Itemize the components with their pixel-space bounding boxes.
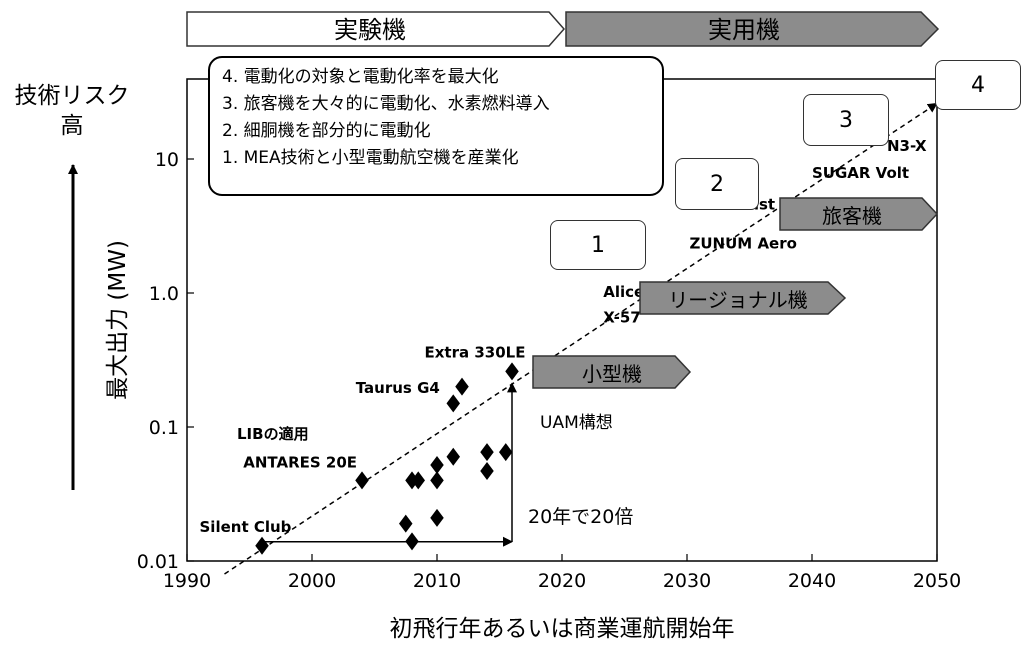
- data-point: [446, 394, 460, 413]
- x-tick-label: 2020: [538, 570, 586, 592]
- category-regional-label: リージョナル機: [668, 288, 808, 312]
- point-label: Alice: [603, 283, 644, 301]
- point-label: X-57: [603, 309, 640, 327]
- roadmap-legend: 4. 電動化の対象と電動化率を最大化 3. 旅客機を大々的に電動化、水素燃料導入…: [208, 56, 664, 196]
- y-tick-label: 0.1: [149, 417, 179, 439]
- data-point: [499, 443, 513, 462]
- data-point: [411, 471, 425, 490]
- data-point: [446, 447, 460, 466]
- y-tick-label: 10: [155, 149, 179, 171]
- y-axis-title: 最大出力 (MW): [105, 240, 131, 400]
- category-small-label: 小型機: [582, 362, 642, 386]
- stage-box-1: 1: [550, 220, 646, 270]
- stage-label-3: 3: [839, 107, 853, 133]
- risk-label-line1: 技術リスク: [15, 83, 130, 109]
- phase-experimental-label: 実験機: [334, 16, 406, 44]
- x-tick-label: 2000: [288, 570, 336, 592]
- point-label: ZUNUM Aero: [690, 234, 797, 252]
- data-point: [405, 532, 419, 551]
- data-point: [505, 362, 519, 381]
- stage-label-4: 4: [971, 72, 985, 98]
- x-tick-label: 1990: [163, 570, 211, 592]
- x-tick-label: 2030: [663, 570, 711, 592]
- data-point: [480, 461, 494, 480]
- data-point: [430, 508, 444, 527]
- roadmap-item-3: 3. 旅客機を大々的に電動化、水素燃料導入: [222, 94, 550, 114]
- x-tick-label: 2040: [788, 570, 836, 592]
- data-point: [255, 536, 269, 555]
- point-label: SUGAR Volt: [812, 164, 909, 182]
- lib-annotation: LIBの適用: [237, 425, 309, 443]
- data-point: [455, 377, 469, 396]
- data-point: [480, 443, 494, 462]
- x-axis-title: 初飛行年あるいは商業運航開始年: [390, 616, 735, 642]
- stage-box-3: 3: [803, 94, 889, 146]
- category-small-banner: [532, 355, 692, 389]
- roadmap-item-1: 1. MEA技術と小型電動航空機を産業化: [222, 148, 519, 168]
- data-point: [430, 456, 444, 475]
- stage-label-2: 2: [710, 171, 724, 197]
- point-label: ANTARES 20E: [243, 453, 357, 471]
- stage-label-1: 1: [591, 232, 605, 258]
- trend-line: [224, 102, 938, 575]
- data-point: [399, 514, 413, 533]
- data-point: [430, 471, 444, 490]
- phase-practical-label: 実用機: [708, 16, 780, 44]
- x-tick-label: 2050: [913, 570, 961, 592]
- growth-annotation: 20年で20倍: [528, 506, 633, 528]
- uam-annotation: UAM構想: [540, 413, 613, 433]
- stage-box-4: 4: [935, 60, 1021, 110]
- phase-practical-banner: [565, 11, 940, 47]
- data-point: [355, 471, 369, 490]
- y-tick-label: 0.01: [137, 551, 179, 573]
- stage-box-2: 2: [675, 158, 759, 210]
- risk-label-line2: 高: [61, 113, 84, 139]
- category-passenger-label: 旅客機: [822, 204, 882, 228]
- y-tick-label: 1.0: [149, 283, 179, 305]
- roadmap-item-4: 4. 電動化の対象と電動化率を最大化: [222, 67, 499, 87]
- phase-experimental-banner: [186, 11, 566, 47]
- point-label: Silent Club: [200, 518, 292, 536]
- category-regional-banner: [639, 281, 847, 315]
- x-tick-label: 2010: [413, 570, 461, 592]
- point-label: Taurus G4: [356, 379, 440, 397]
- point-label: Extra 330LE: [425, 344, 526, 362]
- roadmap-item-2: 2. 細胴機を部分的に電動化: [222, 121, 431, 141]
- point-label: N3-X: [887, 137, 927, 155]
- category-passenger-banner: [779, 197, 939, 231]
